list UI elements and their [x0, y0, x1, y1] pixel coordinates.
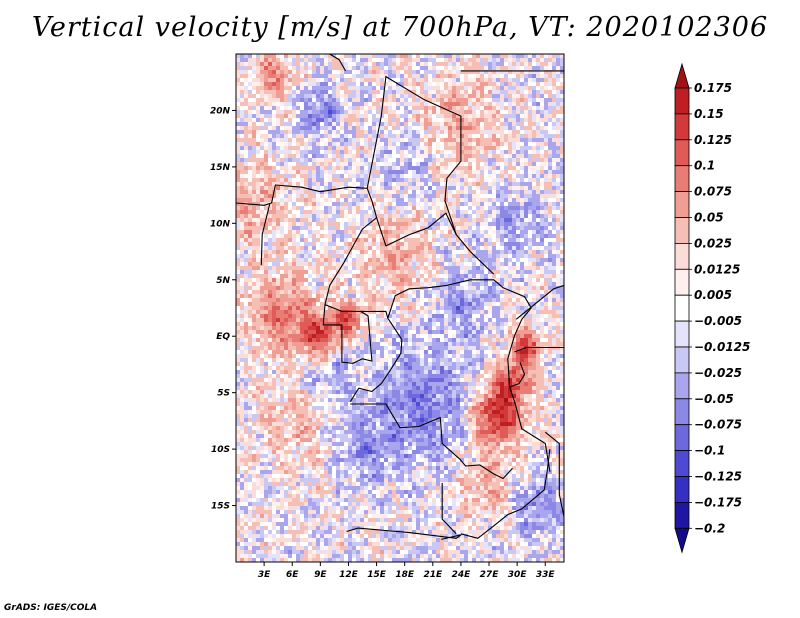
colorbar-label: −0.1: [694, 444, 725, 458]
y-tick-label: 15N: [210, 163, 231, 173]
colorbar-swatch: [674, 294, 690, 322]
colorbar-label: 0.075: [694, 185, 732, 199]
colorbar-label: 0.0125: [694, 262, 740, 276]
x-tick-label: 21E: [423, 570, 443, 580]
chart-title: Vertical velocity [m/s] at 700hPa, VT: 2…: [31, 12, 769, 43]
colorbar-label: −0.075: [694, 418, 742, 432]
grads-credit: GrADS: IGES/COLA: [4, 603, 98, 613]
colorbar-swatch: [674, 424, 690, 452]
colorbar-label: 0.1: [694, 159, 715, 173]
x-tick-label: 24E: [452, 570, 472, 580]
colorbar-label: −0.125: [694, 470, 742, 484]
colorbar: 0.175 0.15 0.125 0.1 0.075 0.05 0.025 0.0125 0.0…: [674, 62, 750, 554]
colorbar-swatch: [674, 476, 690, 503]
x-tick-label: 30E: [508, 570, 528, 580]
colorbar-label: −0.05: [694, 392, 734, 406]
colorbar-label: 0.05: [694, 211, 724, 225]
y-tick-label: 5S: [217, 389, 230, 399]
colorbar-label: 0.125: [694, 133, 732, 147]
colorbar-swatch: [674, 398, 690, 426]
y-tick-label: EQ: [216, 332, 230, 342]
map-frame: [235, 53, 565, 563]
x-axis: 3E 6E 9E 12E 15E 18E 21E 24E 27E 30E 33E: [258, 562, 556, 580]
colorbar-swatch: [674, 320, 690, 348]
y-tick-label: 5N: [216, 276, 230, 286]
colorbar-swatch: [674, 242, 690, 270]
colorbar-label: 0.025: [694, 236, 732, 250]
y-axis: 20N 15N 10N 5N EQ 5S 10S 15S: [210, 106, 236, 512]
x-tick-label: 3E: [258, 570, 271, 580]
colorbar-label: −0.025: [694, 366, 742, 380]
colorbar-label: 0.005: [694, 288, 732, 302]
colorbar-swatch: [674, 372, 690, 400]
colorbar-swatch: [674, 139, 690, 167]
y-tick-label: 10S: [211, 445, 230, 455]
colorbar-swatch: [674, 113, 690, 141]
colorbar-label: −0.005: [694, 314, 742, 328]
colorbar-label: −0.2: [694, 521, 725, 535]
colorbar-swatch: [674, 87, 690, 115]
colorbar-swatch: [674, 501, 690, 529]
colorbar-top-arrow: [674, 62, 690, 89]
colorbar-bottom-arrow: [674, 527, 690, 554]
country-borders: [236, 54, 564, 540]
x-tick-label: 9E: [314, 570, 327, 580]
velocity-field: [236, 54, 564, 562]
colorbar-swatch: [674, 268, 690, 296]
y-tick-label: 20N: [210, 106, 231, 116]
colorbar-label: 0.175: [694, 81, 732, 95]
colorbar-swatch: [674, 165, 690, 192]
colorbar-label: −0.175: [694, 495, 742, 509]
y-tick-label: 10N: [210, 219, 231, 229]
x-tick-label: 27E: [480, 570, 500, 580]
x-tick-label: 12E: [339, 570, 359, 580]
colorbar-swatch: [674, 217, 690, 244]
y-tick-label: 15S: [211, 502, 230, 512]
x-tick-label: 6E: [286, 570, 299, 580]
colorbar-label: −0.0125: [694, 340, 750, 354]
colorbar-swatch: [674, 346, 690, 374]
x-tick-label: 15E: [367, 570, 387, 580]
colorbar-swatch: [674, 450, 690, 477]
x-tick-label: 33E: [536, 570, 556, 580]
colorbar-swatch: [674, 191, 690, 218]
colorbar-label: 0.15: [694, 107, 724, 121]
x-tick-label: 18E: [395, 570, 415, 580]
